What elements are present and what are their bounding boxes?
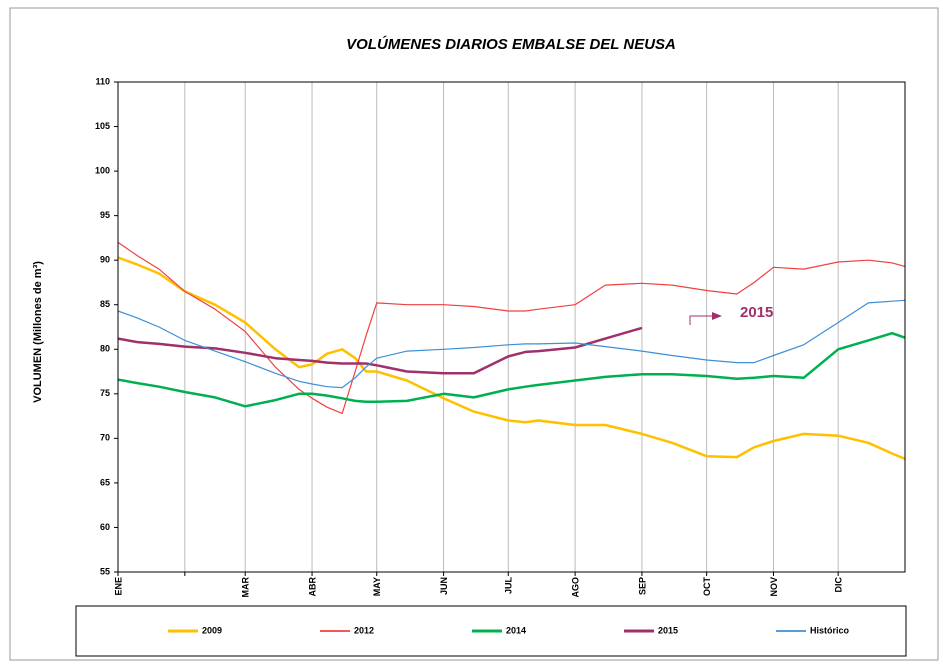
- x-tick-label: ABR: [307, 577, 317, 597]
- y-tick-label: 105: [95, 121, 110, 131]
- annotation-text: 2015: [740, 304, 773, 321]
- legend-label: 2014: [506, 625, 526, 635]
- y-tick-label: 70: [100, 433, 110, 443]
- series-line: [117, 331, 906, 408]
- legend-label: 2009: [202, 625, 222, 635]
- annotation-arrow-head: [712, 312, 722, 320]
- y-tick-label: 90: [100, 255, 110, 265]
- x-tick-label: MAY: [372, 577, 382, 596]
- x-tick-label: ENE: [113, 577, 123, 596]
- series-line: [117, 299, 906, 389]
- y-tick-label: 95: [100, 210, 110, 220]
- x-tick-label: OCT: [702, 577, 712, 597]
- plot-area: [117, 81, 906, 573]
- y-tick-label: 65: [100, 477, 110, 487]
- legend-label: Histórico: [810, 625, 850, 635]
- y-tick-label: 55: [100, 566, 110, 576]
- legend-label: 2015: [658, 625, 678, 635]
- x-tick-label: DIC: [834, 577, 844, 593]
- y-tick-label: 80: [100, 344, 110, 354]
- chart-title: VOLÚMENES DIARIOS EMBALSE DEL NEUSA: [346, 35, 676, 53]
- y-tick-label: 60: [100, 522, 110, 532]
- y-tick-label: 110: [95, 76, 110, 86]
- legend-label: 2012: [354, 625, 374, 635]
- y-axis-label: VOLUMEN (Millones de m³): [32, 261, 44, 403]
- y-tick-label: 85: [100, 299, 110, 309]
- annotation-arrow: [689, 315, 712, 325]
- frame: [9, 7, 939, 661]
- annotation: 2015: [689, 304, 773, 325]
- x-tick-label: AGO: [570, 577, 580, 598]
- x-tick-label: JUL: [504, 577, 514, 595]
- series-line: [117, 241, 906, 414]
- series-line: [117, 256, 906, 461]
- x-tick-label: NOV: [769, 577, 779, 597]
- x-tick-label: JUN: [439, 577, 449, 595]
- y-tick-label: 75: [100, 388, 110, 398]
- x-tick-label: SEP: [637, 577, 647, 595]
- y-tick-label: 100: [95, 165, 110, 175]
- x-tick-label: MAR: [241, 577, 251, 598]
